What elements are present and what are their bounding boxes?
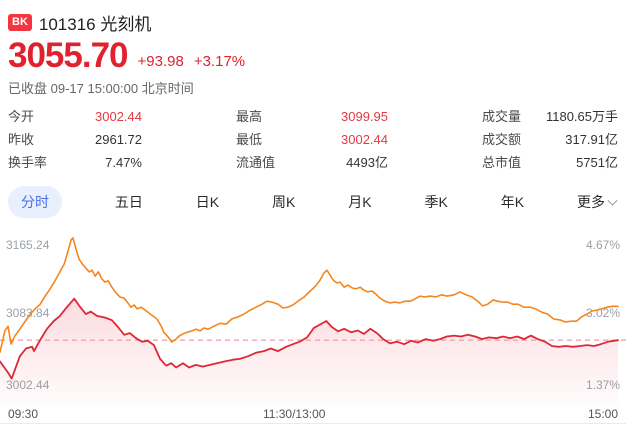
left-axis-tick-top: 3165.24 [6, 238, 50, 253]
price-area-fill [0, 298, 618, 405]
stat-float-value: 流通值 4493亿 [236, 155, 388, 171]
stat-today-open: 今开 3002.44 [8, 109, 142, 125]
tab-yearly-k[interactable]: 年K [500, 194, 525, 211]
stats-column-3: 成交量 1180.65万手 成交额 317.91亿 总市值 5751亿 [482, 105, 618, 174]
market-status: 已收盘 09-17 15:00:00 北京时间 [8, 81, 194, 97]
stats-column-2: 最高 3099.95 最低 3002.44 流通值 4493亿 [236, 105, 388, 174]
main-price-line [0, 298, 619, 380]
stat-turnover-amount: 成交额 317.91亿 [482, 132, 618, 148]
period-tab-bar: 分时 五日 日K 周K 月K 季K 年K 更多 [0, 177, 626, 226]
intraday-chart[interactable]: 3165.24 3083.84 3002.44 4.67% 3.02% 1.37… [0, 229, 626, 405]
stat-volume: 成交量 1180.65万手 [482, 109, 618, 125]
tab-5day[interactable]: 五日 [114, 194, 143, 211]
header: BK 101316 光刻机 3055.70 +93.98 +3.17% 已收盘 … [0, 0, 626, 97]
time-tick-mid: 11:30/13:00 [262, 407, 326, 422]
time-axis: 09:30 11:30/13:00 15:00 [0, 404, 626, 423]
price-row: 3055.70 +93.98 +3.17% [8, 36, 618, 76]
stat-prev-close: 昨收 2961.72 [8, 132, 142, 148]
right-axis-tick-mid: 3.02% [585, 306, 620, 321]
tab-monthly-k[interactable]: 月K [348, 194, 372, 211]
price-change: +93.98 [137, 53, 184, 71]
stats-grid: 今开 3002.44 昨收 2961.72 换手率 7.47% 最高 3099.… [0, 97, 626, 174]
tab-more[interactable]: 更多 [577, 192, 618, 212]
stat-market-cap: 总市值 5751亿 [482, 155, 618, 171]
time-tick-end: 15:00 [587, 407, 618, 422]
left-axis-tick-mid: 3083.84 [6, 306, 50, 321]
overlay-percent-line [0, 237, 619, 354]
sector-badge: BK [8, 14, 32, 31]
tab-daily-k[interactable]: 日K [195, 194, 220, 211]
stat-turnover-rate: 换手率 7.47% [8, 155, 142, 171]
stats-column-1: 今开 3002.44 昨收 2961.72 换手率 7.47% [8, 105, 142, 174]
title-row: BK 101316 光刻机 [8, 10, 618, 35]
stat-low: 最低 3002.44 [236, 132, 388, 148]
current-price: 3055.70 [8, 36, 129, 75]
right-axis-tick-top: 4.67% [585, 238, 620, 253]
page-title: 101316 光刻机 [38, 15, 152, 34]
price-change-percent: +3.17% [193, 53, 246, 71]
stat-high: 最高 3099.95 [236, 109, 388, 125]
tab-weekly-k[interactable]: 周K [272, 194, 296, 211]
tab-quarterly-k[interactable]: 季K [424, 194, 448, 211]
chevron-down-icon [607, 195, 618, 206]
chart-canvas[interactable] [0, 229, 626, 405]
time-tick-start: 09:30 [8, 407, 39, 422]
tab-timeline[interactable]: 分时 [8, 186, 62, 219]
